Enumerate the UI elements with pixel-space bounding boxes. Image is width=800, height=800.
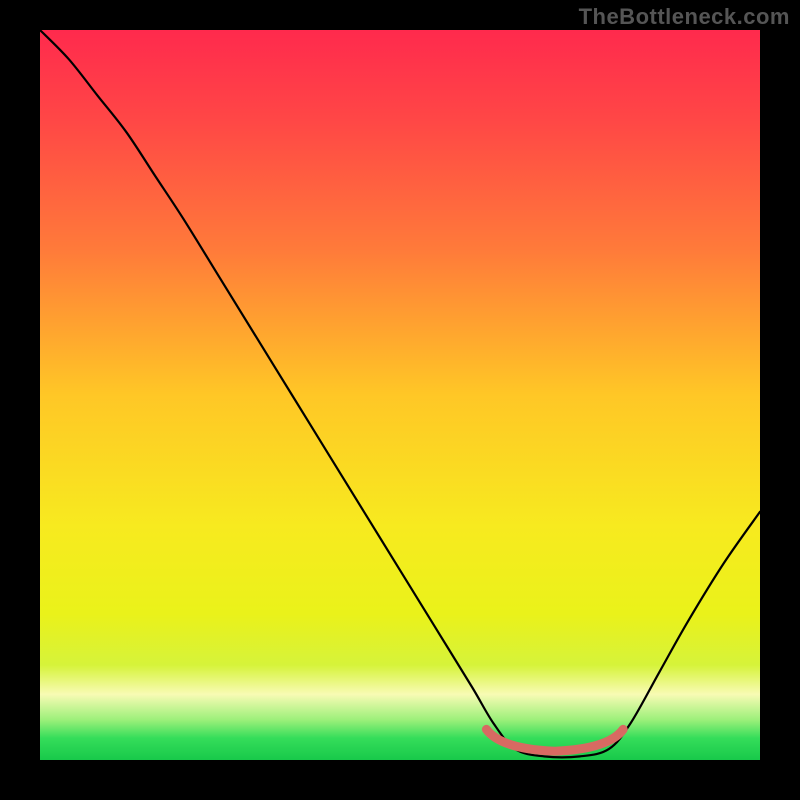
watermark-text: TheBottleneck.com <box>579 4 790 30</box>
chart-container: TheBottleneck.com <box>0 0 800 800</box>
bottleneck-curve-chart <box>0 0 800 800</box>
plot-gradient-background <box>40 30 760 760</box>
